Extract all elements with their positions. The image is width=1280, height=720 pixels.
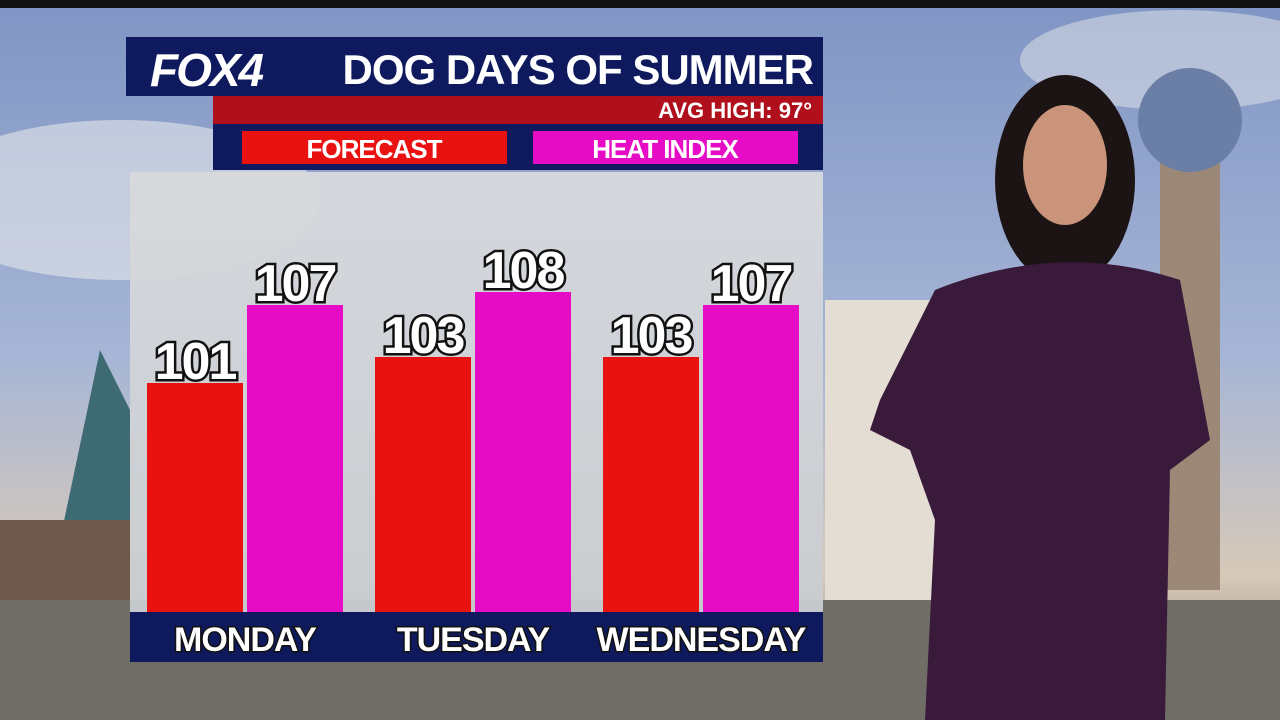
x-tick-label: MONDAY bbox=[174, 621, 317, 659]
top-edge bbox=[0, 0, 1280, 8]
bar bbox=[603, 357, 699, 612]
value-label: 103 bbox=[611, 307, 693, 365]
bar bbox=[475, 292, 571, 612]
value-label: 108 bbox=[483, 242, 565, 300]
presenter-face bbox=[1023, 105, 1107, 225]
bar bbox=[147, 383, 243, 612]
header-bar bbox=[126, 37, 823, 96]
bar bbox=[247, 305, 343, 612]
value-label: 107 bbox=[255, 255, 336, 313]
category-bar bbox=[130, 612, 823, 662]
tower-ball bbox=[1138, 68, 1242, 172]
subtitle-bar bbox=[213, 96, 823, 124]
bar bbox=[703, 305, 799, 612]
legend-label: FORECAST bbox=[307, 134, 443, 164]
chart-subtitle: AVG HIGH: 97° bbox=[658, 98, 812, 123]
bar bbox=[375, 357, 471, 612]
x-tick-label: WEDNESDAY bbox=[597, 621, 807, 659]
value-label: 103 bbox=[383, 307, 465, 365]
value-label: 101 bbox=[155, 333, 237, 391]
presenter-body bbox=[870, 262, 1210, 720]
brand-logo: FOX4 bbox=[150, 44, 264, 96]
x-tick-label: TUESDAY bbox=[397, 621, 551, 659]
chart-title: DOG DAYS OF SUMMER bbox=[343, 46, 814, 93]
legend-swatch bbox=[242, 131, 507, 164]
legend-label: HEAT INDEX bbox=[592, 134, 739, 164]
legend-swatch bbox=[533, 131, 798, 164]
value-label: 107 bbox=[711, 255, 792, 313]
